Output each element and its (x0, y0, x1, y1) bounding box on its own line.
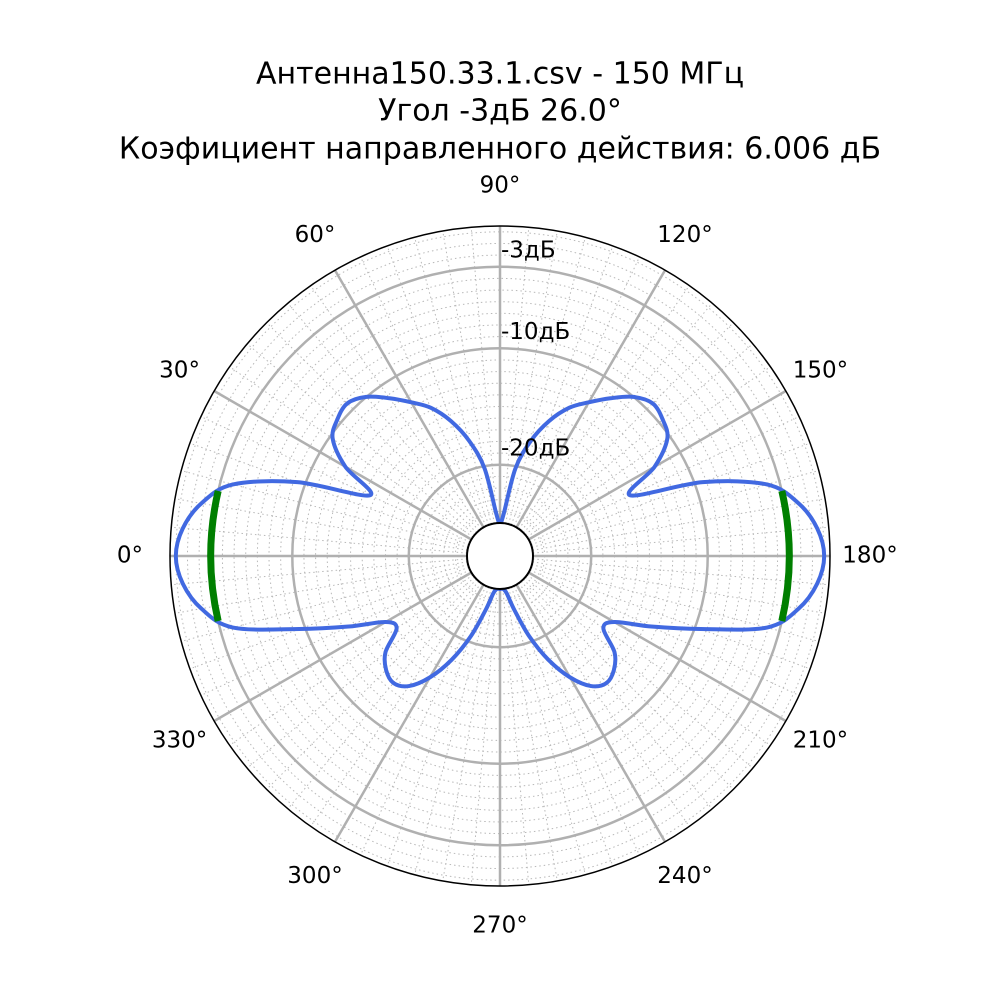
minor-grid-line (502, 588, 530, 885)
minor-grid-line (522, 322, 734, 534)
minor-grid-line (524, 343, 754, 536)
minor-grid-line (532, 498, 826, 551)
minor-grid-line (518, 582, 690, 827)
r-tick-label: -10дБ (501, 319, 570, 345)
minor-grid-line (360, 585, 487, 856)
minor-grid-line (532, 558, 829, 586)
minor-grid-line (510, 245, 614, 526)
theta-tick-label: 150° (793, 358, 848, 384)
minor-grid-line (529, 416, 800, 543)
theta-tick-label: 300° (287, 863, 342, 889)
minor-grid-line (530, 566, 811, 670)
minor-grid-line (171, 526, 468, 554)
minor-grid-line (189, 566, 470, 670)
theta-tick-label: 330° (152, 728, 207, 754)
minor-grid-line (505, 588, 558, 882)
theta-tick-label: 180° (842, 543, 897, 569)
minor-grid-line (246, 576, 476, 769)
minor-grid-line (522, 578, 734, 790)
theta-tick-label: 30° (159, 358, 200, 384)
minor-grid-line (530, 442, 811, 546)
theta-tick-label: 270° (472, 913, 527, 939)
minor-grid-line (532, 561, 826, 614)
minor-grid-line (200, 416, 471, 543)
minor-grid-line (531, 564, 819, 642)
grid-line (515, 269, 667, 529)
minor-grid-line (174, 561, 468, 614)
minor-grid-line (360, 256, 487, 527)
minor-grid-line (287, 580, 480, 810)
theta-tick-label: 120° (657, 222, 712, 248)
minor-grid-line (174, 498, 468, 551)
beamwidth-arc (207, 490, 222, 622)
minor-grid-line (246, 343, 476, 536)
r-tick-label: -3дБ (501, 237, 556, 263)
grid-line (333, 269, 485, 529)
minor-grid-line (513, 256, 640, 527)
outer-frame (169, 225, 831, 887)
minor-grid-line (266, 578, 478, 790)
minor-grid-line (310, 285, 482, 530)
beamwidth-arc (778, 490, 793, 622)
grid-line (333, 583, 485, 843)
minor-grid-line (266, 322, 478, 534)
minor-grid-line (520, 302, 713, 532)
minor-grid-line (526, 574, 771, 746)
minor-grid-line (508, 587, 586, 875)
chart-title: Угол -3дБ 26.0° (378, 94, 622, 129)
minor-grid-line (200, 569, 471, 696)
minor-grid-line (181, 470, 469, 548)
theta-tick-label: 210° (793, 728, 848, 754)
minor-grid-line (229, 574, 474, 746)
minor-grid-line (414, 237, 492, 525)
minor-grid-line (524, 576, 754, 769)
minor-grid-line (414, 587, 492, 875)
minor-grid-line (171, 558, 468, 586)
labels: -3дБ -10дБ -20дБ 0° 30° 60° 90° 120° 150° 180° 210… (117, 173, 898, 939)
minor-grid-line (310, 582, 482, 827)
minor-grid-line (518, 285, 690, 530)
minor-grid-line (470, 588, 498, 885)
chart-title: Коэфициент направленного действия: 6.006… (119, 132, 881, 167)
minor-grid-line (502, 227, 530, 524)
minor-grid-line (513, 585, 640, 856)
minor-grid-line (470, 227, 498, 524)
grid-line (527, 571, 787, 723)
r-tick-label: -20дБ (501, 435, 570, 461)
minor-grid-line (229, 366, 474, 538)
minor-grid-line (520, 580, 713, 810)
theta-tick-label: 90° (480, 173, 521, 199)
chart-title: Антенна150.33.1.csv - 150 МГц (256, 57, 744, 92)
plot-area (173, 394, 827, 689)
grid-line (515, 583, 667, 843)
theta-tick-label: 0° (117, 543, 143, 569)
theta-tick-label: 60° (295, 222, 336, 248)
minor-grid-line (287, 302, 480, 532)
grid-line (213, 571, 473, 723)
minor-grid-line (189, 442, 470, 546)
minor-grid-line (529, 569, 800, 696)
minor-grid-line (386, 245, 490, 526)
minor-grid-line (531, 470, 819, 548)
theta-tick-label: 240° (657, 863, 712, 889)
minor-grid-line (526, 366, 771, 538)
center-hole (466, 522, 534, 590)
minor-grid-line (508, 237, 586, 525)
pattern-line (173, 394, 827, 689)
minor-grid-line (532, 526, 829, 554)
minor-grid-line (442, 588, 495, 882)
grid (169, 225, 831, 887)
